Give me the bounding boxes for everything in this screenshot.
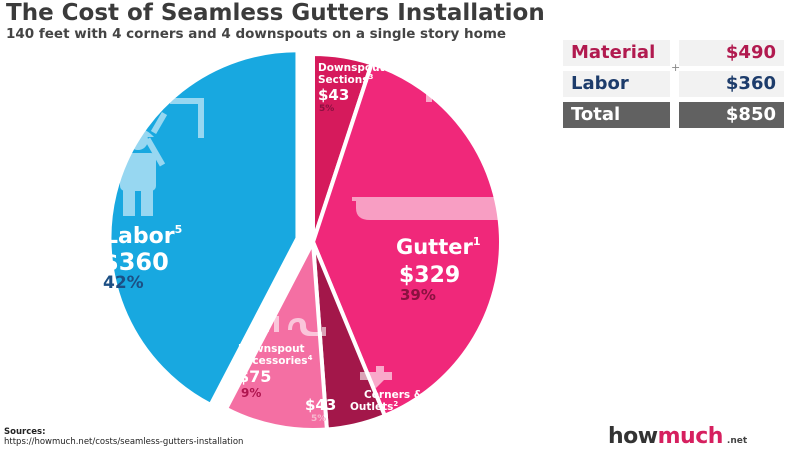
gutter-label: Gutter [396,235,474,259]
sources: Sources: https://howmuch.net/costs/seaml… [4,427,243,447]
accessories-icon [264,316,326,336]
svg-text:Accessories4: Accessories4 [238,354,313,367]
downspout-sections-note: 3 [368,73,373,81]
downspout-sections-label-1: Downspout [318,62,385,74]
pie-slice-downspout-accessories [224,240,329,432]
pie-slice-labor [107,48,300,407]
labor-note: 5 [175,223,183,236]
material-label: Material [563,40,670,66]
brand-accent: much [657,424,724,449]
downspout-sections-label-2: Sections [318,74,368,86]
total-value: $850 [679,102,784,128]
corners-label-1: Corners & [364,389,423,401]
gutter-percent: 39% [400,286,436,304]
brand-logo[interactable]: howmuch .net [608,424,747,449]
labor-value: $360 [102,248,169,276]
worker-icon [120,98,204,216]
accessories-label-1: Downspout [238,343,305,355]
brand-tld: .net [726,436,748,446]
downspout-sections-value: $43 [318,86,349,104]
labor-label: Labor [104,224,175,249]
total-label: Total [563,102,670,128]
plus-sign: + [671,61,681,74]
brand-main: how [608,424,658,449]
corners-note: 2 [393,400,398,408]
sources-url[interactable]: https://howmuch.net/costs/seamless-gutte… [4,437,244,447]
gutter-note: 1 [473,235,481,248]
gutter-value: $329 [399,263,460,288]
corners-value: $43 [305,396,336,414]
downspout-sections-percent: 5% [319,104,334,114]
chart-title: The Cost of Seamless Gutters Installatio… [6,0,545,26]
sources-label: Sources: [4,427,46,437]
labor-summary-value: $360 [679,71,784,97]
corners-percent: 5% [311,414,326,424]
corners-label-2: Outlets [350,401,393,413]
svg-text:Labor5: Labor5 [104,223,182,249]
svg-text:Gutter1: Gutter1 [396,235,481,259]
accessories-percent: 9% [241,386,261,400]
gutter-icon [352,197,516,220]
accessories-label-2: Accessories [238,355,308,367]
downspout-icon [416,72,432,102]
accessories-note: 4 [308,354,313,362]
svg-text:Outlets2: Outlets2 [350,400,398,413]
labor-summary-label: Labor [563,71,670,97]
svg-text:Sections3: Sections3 [318,73,373,86]
accessories-value: $75 [238,367,271,386]
corners-icon [360,366,392,388]
chart-subtitle: 140 feet with 4 corners and 4 downspouts… [6,26,507,42]
labor-percent: 42% [103,273,144,293]
material-value: $490 [679,40,784,66]
